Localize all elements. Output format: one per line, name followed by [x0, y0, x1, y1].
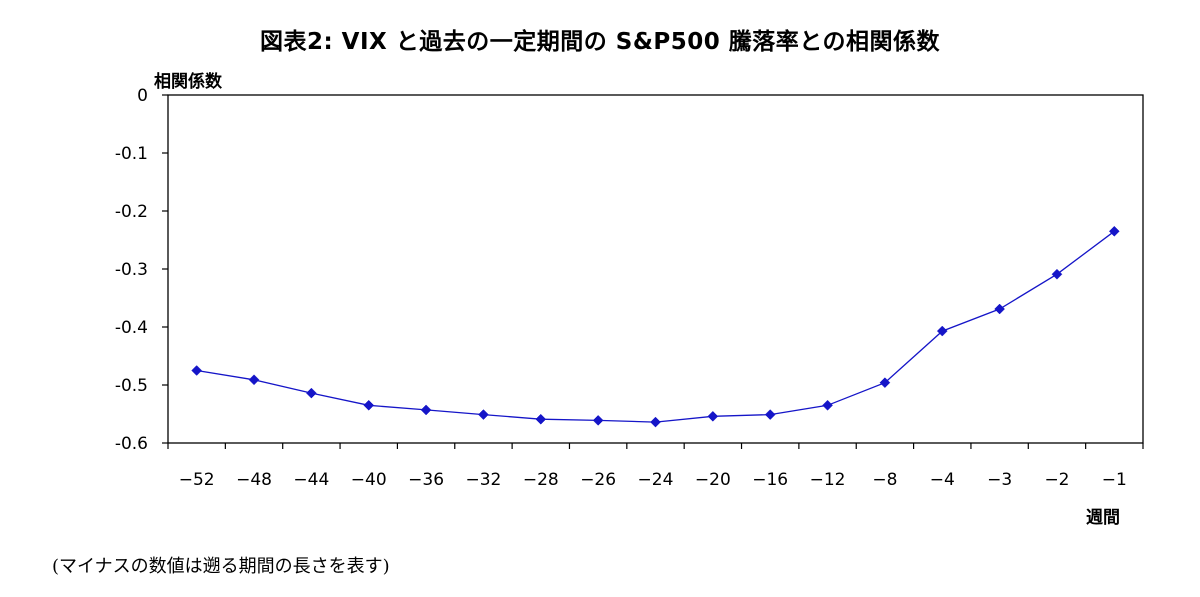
x-tick-label: −32 — [465, 470, 501, 490]
x-tick-label: −2 — [1044, 470, 1069, 490]
x-axis-title: 週間 — [1086, 508, 1120, 528]
y-tick-label: -0.6 — [115, 434, 148, 454]
plot-area — [167, 94, 1144, 444]
y-axis-title: 相関係数 — [154, 71, 223, 92]
y-tick-label: -0.3 — [115, 260, 148, 280]
x-tick-label: −40 — [351, 470, 387, 490]
x-tick-label: −8 — [872, 470, 897, 490]
data-point-marker — [592, 415, 604, 426]
series-group — [191, 225, 1120, 428]
x-tick-label: −26 — [580, 470, 616, 490]
data-point-marker — [994, 303, 1005, 315]
chart-title: 図表2: VIX と過去の一定期間の S&P500 騰落率との相関係数 — [259, 29, 941, 55]
data-point-marker — [478, 409, 489, 420]
y-tick-label: -0.5 — [115, 376, 148, 396]
x-tick-label: −4 — [930, 470, 955, 490]
y-tick-label: -0.2 — [115, 202, 148, 222]
x-tick-label: −48 — [236, 470, 272, 490]
x-tick-label: −36 — [408, 470, 444, 490]
data-point-marker — [650, 416, 661, 428]
y-tick-label: -0.4 — [115, 318, 148, 338]
chart-note: (マイナスの数値は遡る期間の長さを表す) — [52, 556, 390, 577]
data-point-marker — [420, 404, 432, 416]
data-point-marker — [1108, 225, 1120, 237]
x-tick-label: −44 — [293, 470, 329, 490]
data-point-marker — [1051, 268, 1063, 280]
x-tick-label: −3 — [987, 470, 1012, 490]
data-point-marker — [936, 325, 948, 337]
data-point-marker — [191, 365, 203, 376]
x-tick-label: −16 — [752, 470, 788, 490]
x-tick-label: −52 — [179, 470, 215, 490]
y-tick-label: 0 — [137, 86, 148, 106]
data-point-marker — [535, 413, 547, 425]
data-point-marker — [879, 377, 891, 389]
data-point-marker — [248, 374, 260, 386]
data-point-marker — [306, 387, 317, 399]
x-tick-label: −24 — [638, 470, 674, 490]
x-tick-label: −1 — [1102, 470, 1127, 490]
y-axis-ticks: 0 -0.1 -0.2 -0.3 -0.4 -0.5 -0.6 — [115, 86, 168, 454]
x-tick-label: −20 — [695, 470, 731, 490]
data-point-marker — [822, 399, 833, 411]
x-tick-label: −28 — [523, 470, 559, 490]
x-axis-ticks: −52 −48 −44 −40 −36 −32 −28 −26 −24 −20 −16 −12 −8 −4… — [167, 443, 1144, 490]
data-point-marker — [363, 399, 375, 411]
y-tick-label: -0.1 — [115, 144, 148, 164]
data-point-marker — [707, 410, 719, 422]
data-point-marker — [764, 409, 776, 420]
x-tick-label: −12 — [810, 470, 846, 490]
